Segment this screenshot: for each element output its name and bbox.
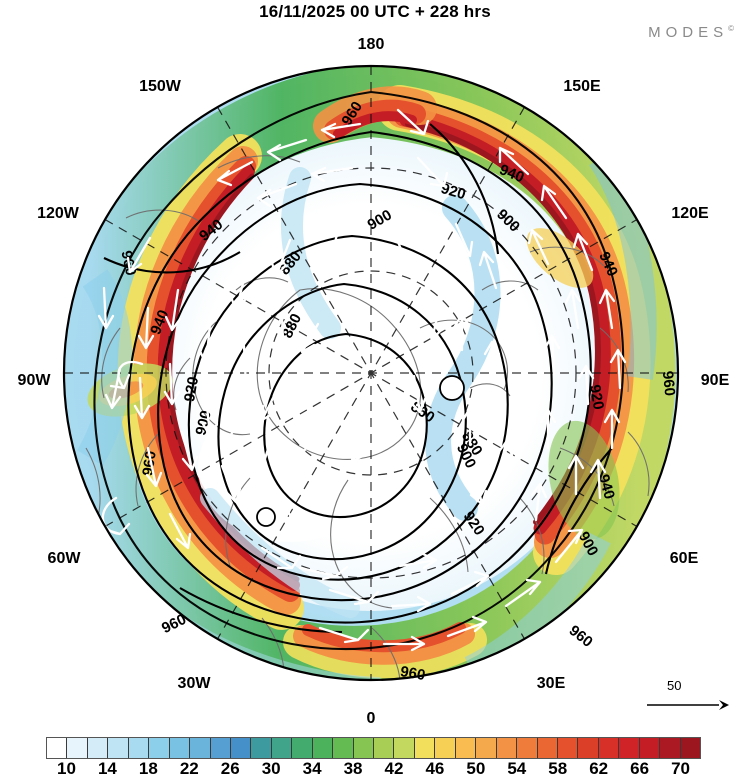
lon-label-150W: 150W [139, 78, 181, 95]
colorbar-cell [210, 738, 231, 758]
contour-label: 920 [586, 383, 607, 411]
colorbar-cell [394, 738, 415, 758]
colorbar-cell [333, 738, 354, 758]
colorbar-tick-label: 66 [630, 759, 650, 778]
colorbar-tick-label: 34 [302, 759, 322, 778]
lon-label-30E: 30E [536, 675, 566, 692]
lon-label-90W: 90W [17, 372, 51, 389]
colorbar-tick-label: 54 [507, 759, 527, 778]
globe-outline [62, 64, 680, 682]
colorbar-cell [169, 738, 191, 758]
colorbar-cell [455, 738, 477, 758]
colorbar-tick-label: 70 [671, 759, 690, 778]
colorbar-tick-label: 46 [425, 759, 445, 778]
contour-label: 960 [139, 450, 159, 477]
colorbar-cell [271, 738, 293, 758]
colorbar-tick-label: 38 [343, 759, 363, 778]
lon-label-180: 180 [357, 36, 385, 53]
coastlines [85, 155, 650, 680]
colorbar-cell [128, 738, 150, 758]
lon-label-60E: 60E [669, 550, 699, 567]
colorbar-cell [435, 738, 456, 758]
colorbar-cell [108, 738, 129, 758]
colorbar-tick-label: 58 [548, 759, 568, 778]
modes-logo: MODES© [648, 24, 734, 41]
colorbar-cell [353, 738, 374, 758]
colorbar-ticks: 10 14 18 22 26 30 34 38 42 46 50 54 58 62 66 70 [0, 759, 750, 782]
colorbar-cell [680, 738, 700, 758]
lon-label-120W: 120W [37, 205, 79, 222]
colorbar-cell [496, 738, 518, 758]
colorbar-tick-label: 26 [220, 759, 240, 778]
colorbar-cell [251, 738, 272, 758]
colorbar-cell [639, 738, 661, 758]
colorbar-tick-label: 30 [261, 759, 281, 778]
colorbar-cell [619, 738, 640, 758]
colorbar-cell [557, 738, 579, 758]
arrow-right-icon [647, 700, 729, 710]
colorbar-cell [660, 738, 681, 758]
colorbar-cell [47, 738, 68, 758]
colorbar-cell [190, 738, 211, 758]
contour-label: 960 [659, 370, 679, 397]
colorbar-cell [414, 738, 436, 758]
contour-label: 960 [399, 663, 427, 684]
contour-label: 920 [439, 180, 468, 203]
vector-key-label: 50 [667, 678, 682, 693]
lon-label-30W: 30W [177, 675, 211, 692]
colorbar-cell [292, 738, 313, 758]
copyright-mark: © [728, 24, 734, 33]
colorbar-cell [598, 738, 620, 758]
low-centers [256, 375, 465, 527]
lon-label-0: 0 [366, 710, 376, 727]
colorbar-tick-label: 42 [384, 759, 404, 778]
colorbar-cell [312, 738, 334, 758]
polar-map: 960 960 960 960 960 960 960 940 940 940 … [0, 28, 750, 708]
page-title: 16/11/2025 00 UTC + 228 hrs [259, 2, 491, 21]
colorbar-cell [537, 738, 558, 758]
lon-label-90E: 90E [700, 372, 730, 389]
colorbar-cell [230, 738, 252, 758]
colorbar-tick-label: 18 [138, 759, 158, 778]
lon-label-60W: 60W [47, 550, 81, 567]
colorbar-cell [87, 738, 109, 758]
colorbar-tick-label: 10 [57, 759, 76, 778]
contour-label: 960 [566, 622, 596, 651]
colorbar-tick-label: 62 [589, 759, 609, 778]
colorbar-tick-label: 22 [179, 759, 199, 778]
colorbar-tick-label: 50 [466, 759, 486, 778]
brand-text: MODES [648, 24, 729, 41]
colorbar-cell [476, 738, 497, 758]
colorbar-cell [149, 738, 170, 758]
vector-key: 50 [645, 678, 740, 712]
colorbar-tick-label: 14 [97, 759, 117, 778]
colorbar-cell [578, 738, 599, 758]
lon-label-150E: 150E [563, 78, 601, 95]
wind-streamlines [97, 108, 627, 652]
colorbar-cell [67, 738, 88, 758]
colorbar-cell [374, 738, 395, 758]
colorbar [46, 737, 701, 759]
lon-label-120E: 120E [671, 205, 709, 222]
contour-label: 920 [181, 375, 202, 403]
colorbar-cell [517, 738, 538, 758]
